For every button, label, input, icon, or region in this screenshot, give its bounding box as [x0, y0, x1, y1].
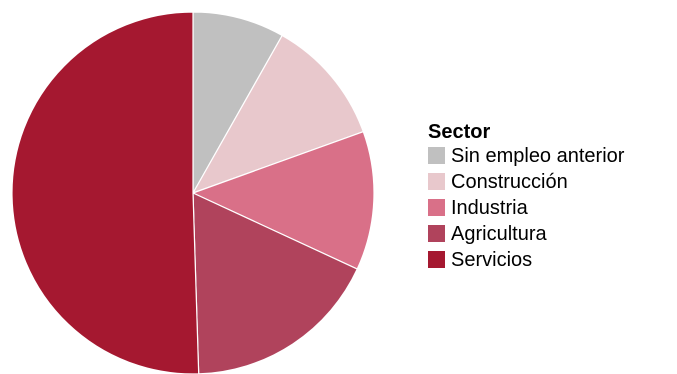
legend-swatch-5 — [428, 251, 445, 268]
pie-slice-4 — [192, 192, 359, 374]
pie-slices — [11, 11, 375, 374]
legend-swatch-4 — [428, 225, 445, 242]
legend-items: Sin empleo anterior Construcción Industria… — [428, 145, 625, 271]
legend-swatch-3 — [428, 199, 445, 216]
pie-slice-1 — [192, 11, 283, 196]
legend-title: Sector — [428, 121, 490, 143]
legend-swatch-1 — [428, 147, 445, 164]
legend-label-4: Agricultura — [451, 223, 547, 245]
legend-label-1: Sin empleo anterior — [451, 145, 625, 167]
legend-label-2: Construcción — [451, 171, 568, 193]
legend: Sector Sin empleo anterior Construcción In… — [428, 121, 625, 271]
pie-slice-3 — [191, 130, 375, 270]
legend-label-3: Industria — [451, 197, 529, 219]
legend-label-5: Servicios — [451, 249, 532, 271]
pie-slice-5 — [11, 11, 200, 374]
pie-slice-2 — [191, 34, 365, 195]
legend-swatch-2 — [428, 173, 445, 190]
